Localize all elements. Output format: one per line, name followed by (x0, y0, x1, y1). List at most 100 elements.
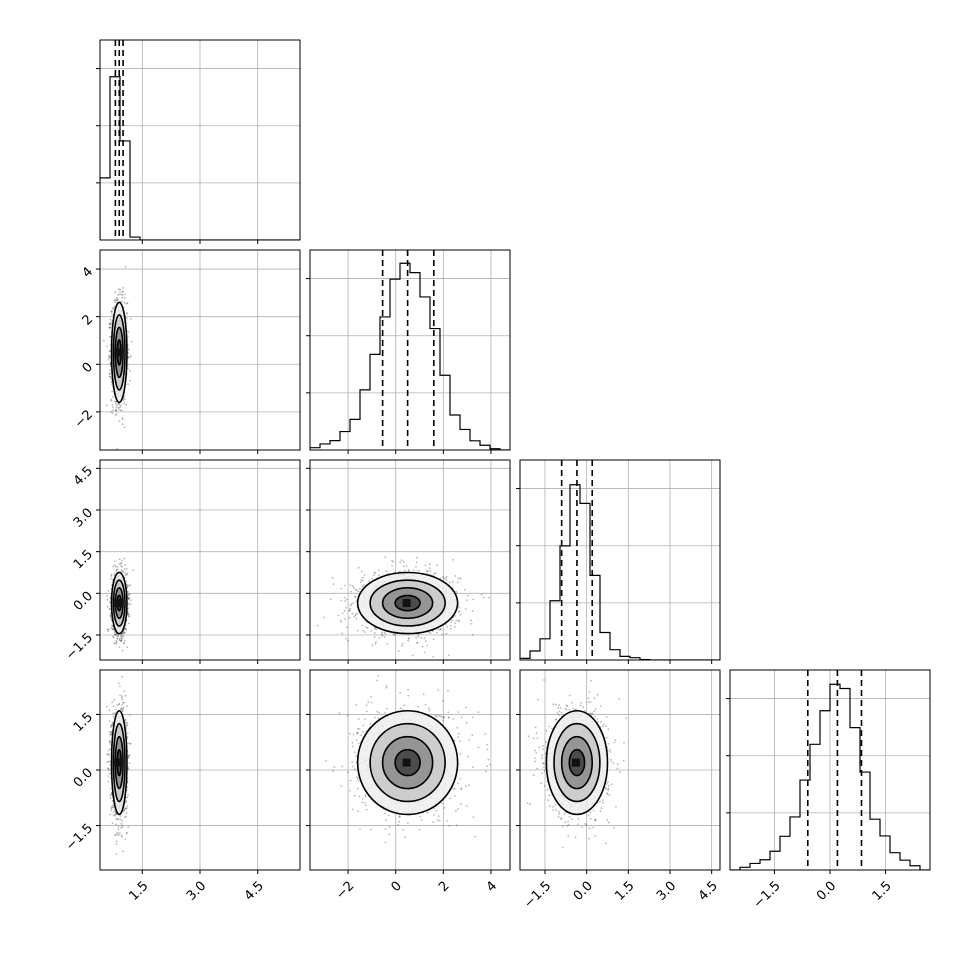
scatter-point (113, 572, 116, 575)
scatter-point (117, 682, 120, 684)
scatter-point (480, 593, 483, 596)
scatter-point (110, 809, 113, 812)
scatter-point (123, 631, 125, 633)
scatter-point (356, 612, 359, 615)
scatter-point (111, 701, 114, 704)
scatter-point (358, 588, 361, 590)
scatter-point (377, 569, 380, 571)
scatter-point (373, 636, 376, 638)
scatter-point (127, 594, 130, 596)
scatter-point (110, 793, 113, 795)
scatter-point (470, 622, 473, 625)
scatter-point (416, 641, 419, 644)
scatter-point (108, 355, 111, 358)
scatter-point (113, 642, 116, 645)
scatter-point (127, 584, 130, 587)
scatter-point (109, 318, 112, 321)
scatter-point (120, 834, 123, 837)
scatter-point (370, 630, 373, 632)
histogram-outline (520, 484, 720, 660)
scatter-point (120, 633, 123, 636)
scatter-point (122, 641, 125, 644)
scatter-point (115, 401, 117, 403)
scatter-point (118, 832, 121, 835)
scatter-point (116, 568, 119, 571)
scatter-point (121, 638, 123, 641)
scatter-point (457, 619, 460, 622)
scatter-point (114, 291, 117, 294)
scatter-point (115, 413, 118, 415)
scatter-point (112, 635, 114, 638)
scatter-point (127, 613, 130, 615)
scatter-point (125, 807, 128, 810)
scatter-point (106, 628, 109, 631)
scatter-point (348, 617, 351, 619)
scatter-point (340, 621, 343, 623)
scatter-point (109, 375, 112, 378)
scatter-point (361, 624, 364, 627)
scatter-point (344, 600, 347, 602)
scatter-point (124, 574, 127, 577)
scatter-point (109, 611, 112, 614)
scatter-point (356, 629, 359, 632)
scatter-point (459, 577, 462, 580)
scatter-point (121, 418, 124, 420)
scatter-point (463, 589, 466, 591)
scatter-point (106, 605, 109, 608)
scatter-point (363, 584, 366, 586)
scatter-point (113, 299, 116, 302)
scatter-point (439, 628, 442, 630)
scatter-point (127, 596, 129, 599)
scatter-point (119, 288, 121, 291)
scatter-point (111, 310, 114, 313)
scatter-point (119, 815, 122, 817)
scatter-point (116, 634, 119, 637)
scatter-point (110, 378, 113, 380)
scatter-point (120, 635, 123, 637)
scatter-point (130, 599, 132, 602)
scatter-point (127, 367, 129, 370)
scatter-point (111, 404, 114, 406)
scatter-point (123, 557, 126, 560)
scatter-point (115, 409, 117, 412)
scatter-point (373, 571, 376, 574)
scatter-point (126, 646, 129, 648)
scatter-point (121, 695, 124, 697)
scatter-point (371, 577, 373, 580)
scatter-point (392, 633, 395, 636)
scatter-point (125, 624, 127, 627)
scatter-point (344, 584, 346, 587)
scatter-point (340, 587, 343, 590)
scatter-point (123, 690, 126, 692)
scatter-point (121, 710, 124, 713)
scatter-point (108, 709, 111, 712)
scatter-point (331, 576, 334, 579)
scatter-point (116, 565, 119, 568)
scatter-point (110, 310, 113, 312)
scatter-point (119, 694, 121, 697)
scatter-point (106, 598, 109, 601)
scatter-point (126, 735, 129, 738)
scatter-point (345, 637, 347, 640)
scatter-point (337, 614, 340, 617)
scatter-point (364, 631, 366, 633)
scatter-point (466, 599, 468, 602)
scatter-point (111, 628, 114, 631)
scatter-point (129, 379, 131, 382)
scatter-point (350, 603, 353, 606)
scatter-point (126, 732, 129, 734)
scatter-point (129, 356, 132, 358)
scatter-point (471, 634, 474, 636)
scatter-point (106, 345, 109, 348)
scatter-point (351, 585, 354, 587)
scatter-point (121, 291, 124, 293)
scatter-point (124, 572, 127, 575)
scatter-point (115, 641, 118, 643)
scatter-point (113, 633, 116, 636)
scatter-point (374, 632, 376, 634)
scatter-point (126, 722, 129, 725)
scatter-point (482, 596, 485, 599)
scatter-point (122, 810, 125, 813)
scatter-point (115, 633, 118, 636)
